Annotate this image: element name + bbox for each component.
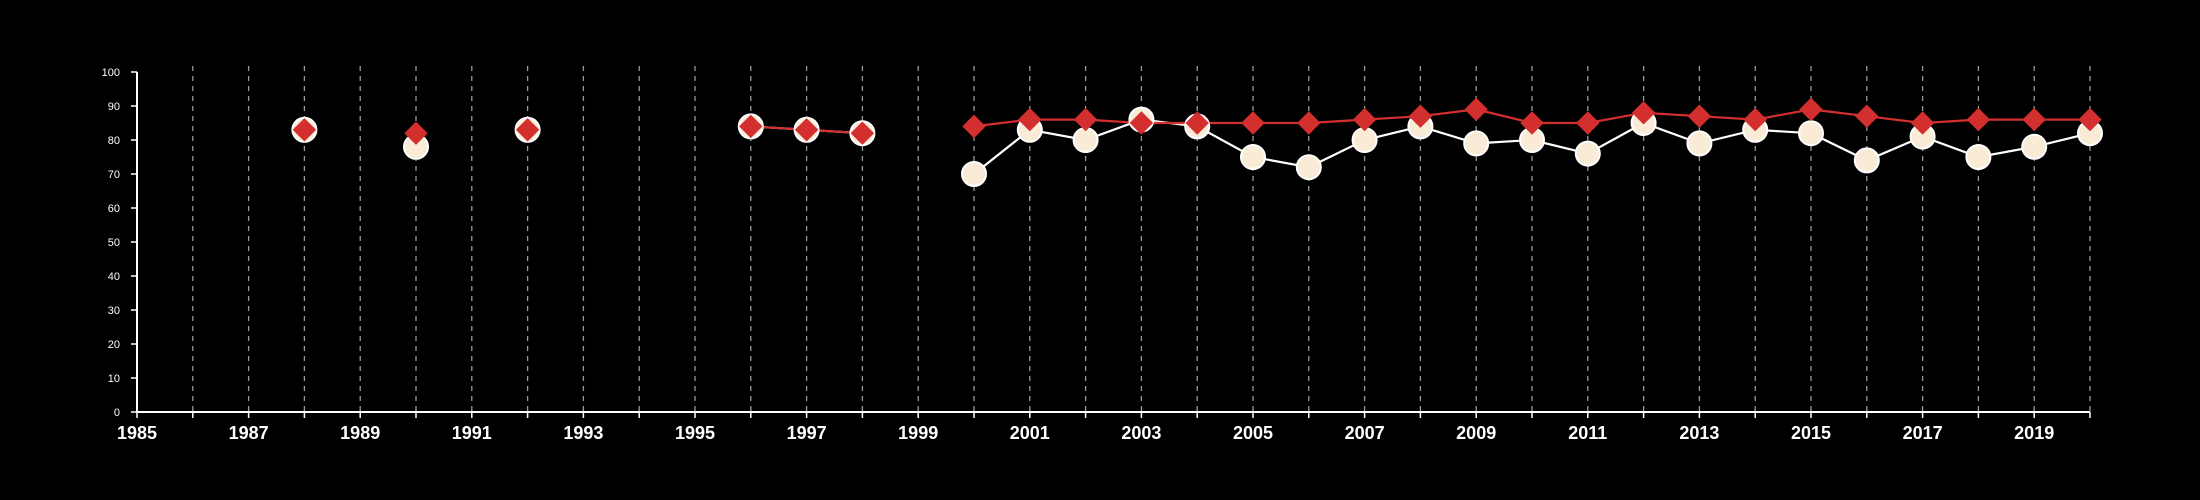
y-tick-label: 0 <box>114 407 120 419</box>
x-tick-label: 2001 <box>1010 423 1050 443</box>
data-point-diamond <box>962 114 986 139</box>
x-tick-label: 2003 <box>1121 423 1161 443</box>
data-point-diamond <box>292 118 317 142</box>
data-point-diamond <box>1018 107 1042 132</box>
data-point-diamond <box>794 118 819 142</box>
x-tick-label: 1989 <box>340 423 380 443</box>
x-tick-label: 1997 <box>787 423 827 443</box>
y-tick-label: 40 <box>108 271 120 283</box>
data-point-diamond <box>404 121 428 145</box>
data-point-circle <box>1240 144 1266 170</box>
y-tick-label: 80 <box>108 135 120 147</box>
data-point-diamond <box>850 121 875 145</box>
data-point-circle <box>961 161 987 187</box>
data-point-diamond <box>2022 107 2046 132</box>
y-tick-label: 60 <box>108 203 120 215</box>
x-tick-label: 2005 <box>1233 423 1273 443</box>
x-tick-label: 1991 <box>452 423 492 443</box>
x-tick-label: 2007 <box>1345 423 1385 443</box>
data-point-circle <box>1351 127 1378 153</box>
data-point-diamond <box>1687 104 1712 128</box>
y-tick-label: 30 <box>108 305 120 317</box>
data-point-diamond <box>1743 107 1767 132</box>
data-point-diamond <box>1408 104 1433 128</box>
data-point-diamond <box>1073 107 1098 132</box>
x-tick-label: 2019 <box>2014 423 2054 443</box>
data-point-circle <box>1798 120 1824 147</box>
y-tick-label: 50 <box>108 237 120 249</box>
x-tick-label: 2009 <box>1456 423 1496 443</box>
grid-lines <box>192 66 2091 412</box>
y-tick-label: 90 <box>108 101 120 113</box>
data-point-circle <box>2021 133 2048 160</box>
data-point-diamond <box>1799 97 1823 122</box>
x-tick-label: 2015 <box>1791 423 1831 443</box>
x-tick-label: 1987 <box>229 423 269 443</box>
data-point-circle <box>1295 154 1322 181</box>
data-point-diamond <box>1297 111 1321 135</box>
data-point-diamond <box>515 118 540 142</box>
data-point-diamond <box>1576 111 1600 135</box>
data-point-diamond <box>2078 107 2102 132</box>
x-tick-label: 2011 <box>1568 423 1607 443</box>
data-point-circle <box>1853 147 1880 174</box>
data-point-diamond <box>1631 101 1656 125</box>
x-tick-label: 2017 <box>1903 423 1943 443</box>
data-point-circle <box>1965 144 1992 170</box>
data-point-circle <box>1072 127 1099 153</box>
axes: 1985 1987 1989 1991 1993 1995 1997 1999 2001 2003… <box>102 67 2091 443</box>
data-point-diamond <box>1185 111 1209 135</box>
y-tick-label: 70 <box>108 169 120 181</box>
x-tick-label: 1985 <box>117 423 157 443</box>
data-point-diamond <box>1855 104 1879 128</box>
x-tick-label: 1995 <box>675 423 715 443</box>
y-tick-label: 10 <box>108 373 120 385</box>
data-point-circle <box>1686 130 1713 157</box>
data-point-diamond <box>1129 111 1154 135</box>
series-layer <box>291 97 2103 187</box>
data-point-diamond <box>1966 107 1991 132</box>
data-point-circle <box>1463 130 1490 157</box>
data-point-diamond <box>739 114 763 139</box>
data-point-diamond <box>1520 111 1544 135</box>
y-tick-label: 20 <box>108 339 120 351</box>
data-point-circle <box>1574 140 1601 167</box>
data-point-diamond <box>1241 111 1265 135</box>
x-tick-label: 1993 <box>563 423 603 443</box>
x-tick-label: 2013 <box>1679 423 1719 443</box>
y-tick-label: 100 <box>102 67 120 79</box>
data-point-diamond <box>1464 97 1488 122</box>
data-point-diamond <box>1910 111 1935 135</box>
data-point-diamond <box>1352 107 1377 132</box>
x-tick-label: 1999 <box>898 423 938 443</box>
